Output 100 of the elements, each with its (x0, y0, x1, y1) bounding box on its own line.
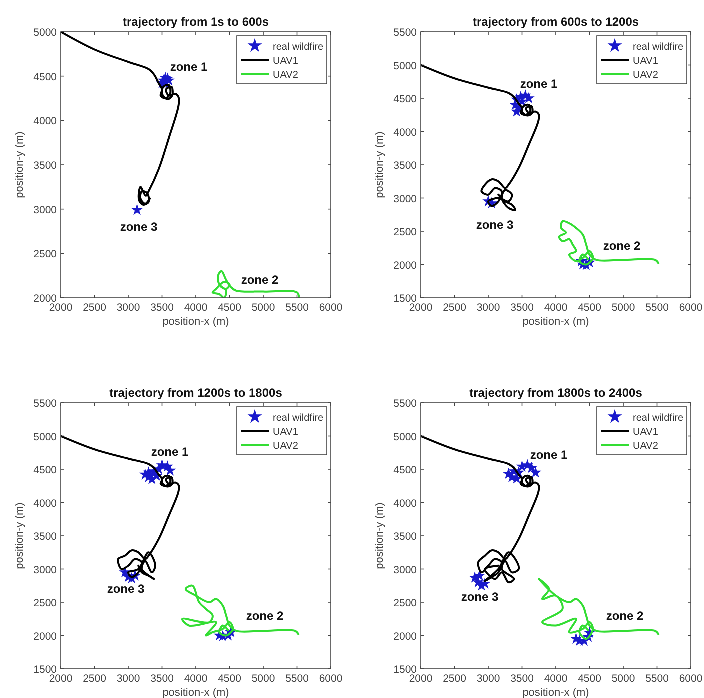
x-axis-title: position-x (m) (162, 316, 230, 328)
y-tick-label: 5000 (34, 431, 58, 444)
legend-label: UAV2 (273, 441, 299, 452)
chart-title: trajectory from 1200s to 1800s (110, 386, 283, 400)
y-tick-label: 3500 (394, 160, 418, 172)
y-tick-label: 2000 (394, 260, 418, 272)
x-tick-label: 5500 (646, 302, 670, 314)
x-tick-label: 6000 (319, 302, 343, 314)
annotation: zone 1 (151, 445, 189, 459)
y-tick-label: 5000 (394, 431, 418, 444)
y-axis-title: position-y (m) (374, 502, 386, 570)
x-tick-label: 4000 (544, 673, 568, 685)
annotation: zone 2 (246, 609, 284, 623)
y-tick-label: 1500 (394, 293, 418, 305)
x-tick-label: 2000 (409, 302, 433, 314)
y-tick-label: 3000 (394, 564, 418, 576)
legend-label: UAV2 (633, 70, 659, 81)
x-tick-label: 6000 (679, 302, 703, 314)
y-tick-label: 2500 (34, 598, 58, 610)
x-tick-label: 2500 (443, 673, 467, 685)
y-tick-label: 3000 (34, 204, 58, 216)
legend-label: UAV1 (273, 427, 299, 438)
annotation: zone 3 (476, 218, 514, 232)
annotation: zone 3 (107, 582, 145, 596)
annotation: zone 1 (530, 448, 568, 462)
y-tick-label: 5000 (394, 60, 418, 72)
y-tick-label: 1500 (394, 664, 418, 676)
x-tick-label: 5000 (252, 302, 276, 314)
y-tick-label: 5500 (394, 27, 418, 39)
y-tick-label: 3000 (34, 564, 58, 576)
x-tick-label: 3500 (150, 302, 174, 314)
x-tick-label: 4500 (578, 302, 602, 314)
legend-label: UAV1 (273, 56, 299, 67)
x-tick-label: 3000 (476, 673, 500, 685)
annotation: zone 2 (606, 609, 644, 623)
y-tick-label: 3000 (394, 193, 418, 206)
x-tick-label: 3500 (150, 673, 174, 685)
x-tick-label: 3500 (510, 673, 534, 685)
annotation: zone 2 (603, 239, 641, 253)
x-axis-title: position-x (m) (162, 687, 230, 698)
legend-label: real wildfire (273, 413, 324, 424)
y-tick-label: 4500 (34, 71, 58, 84)
x-tick-label: 3000 (116, 673, 140, 685)
legend-label: real wildfire (273, 42, 324, 53)
x-tick-label: 4000 (184, 673, 208, 685)
x-tick-label: 6000 (319, 673, 343, 685)
y-axis-title: position-y (m) (374, 132, 386, 198)
chart-title: trajectory from 1s to 600s (122, 15, 270, 29)
y-tick-label: 2500 (394, 226, 418, 238)
chart-title: trajectory from 1800s to 2400s (470, 386, 643, 400)
legend-label: UAV2 (273, 70, 299, 81)
annotation: zone 3 (120, 220, 158, 234)
y-axis-title: position-y (m) (14, 132, 26, 198)
legend-label: UAV1 (633, 427, 659, 438)
y-tick-label: 4000 (394, 126, 418, 139)
y-tick-label: 2000 (34, 293, 58, 305)
x-tick-label: 4000 (544, 302, 568, 314)
y-tick-label: 4000 (394, 498, 418, 510)
annotation: zone 3 (461, 590, 499, 604)
y-tick-label: 2000 (394, 630, 418, 643)
x-tick-label: 5500 (646, 673, 670, 685)
x-tick-label: 2500 (83, 302, 107, 314)
y-axis-title: position-y (m) (14, 502, 26, 570)
x-tick-label: 4500 (218, 673, 242, 685)
x-tick-label: 2000 (49, 673, 73, 685)
x-tick-label: 4500 (218, 302, 242, 314)
x-tick-label: 2500 (443, 302, 467, 314)
chart-title: trajectory from 600s to 1200s (472, 15, 640, 29)
y-tick-label: 3500 (394, 531, 418, 543)
y-tick-label: 5500 (34, 398, 58, 410)
annotation: zone 2 (241, 273, 279, 287)
y-tick-label: 4000 (34, 498, 58, 510)
y-tick-label: 4500 (34, 464, 58, 476)
x-tick-label: 2000 (409, 673, 433, 685)
y-tick-label: 5500 (394, 398, 418, 410)
y-tick-label: 4500 (394, 464, 418, 476)
x-tick-label: 2500 (83, 673, 107, 685)
y-tick-label: 2500 (394, 598, 418, 610)
x-tick-label: 2000 (49, 302, 73, 314)
y-tick-label: 3500 (34, 160, 58, 172)
x-axis-title: position-x (m) (522, 316, 590, 328)
legend-label: real wildfire (633, 413, 684, 424)
x-tick-label: 4500 (578, 673, 602, 685)
x-axis-title: position-x (m) (522, 687, 590, 698)
legend-label: UAV1 (633, 56, 659, 67)
y-tick-label: 1500 (34, 664, 58, 676)
y-tick-label: 3500 (34, 531, 58, 543)
x-tick-label: 4000 (184, 302, 208, 314)
annotation: zone 1 (170, 60, 208, 74)
y-tick-label: 2500 (34, 248, 58, 261)
x-tick-label: 5000 (612, 302, 636, 314)
x-tick-label: 5500 (286, 302, 310, 314)
y-tick-label: 4500 (394, 94, 418, 106)
y-tick-label: 4000 (34, 116, 58, 128)
x-tick-label: 3500 (510, 302, 534, 314)
x-tick-label: 5500 (286, 673, 310, 685)
y-tick-label: 5000 (34, 27, 58, 39)
x-tick-label: 5000 (252, 673, 276, 685)
x-tick-label: 6000 (679, 673, 703, 685)
x-tick-label: 3000 (476, 302, 500, 314)
